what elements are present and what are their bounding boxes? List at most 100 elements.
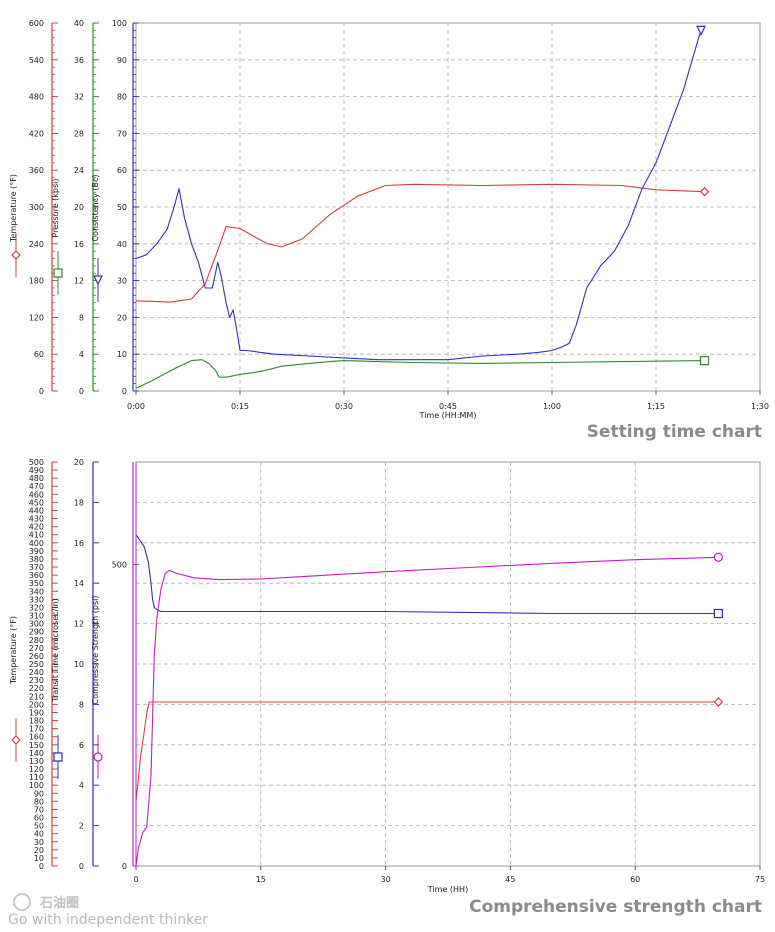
y-tick-label: 36 xyxy=(74,56,84,65)
x-tick-label: 30 xyxy=(381,875,391,884)
y-axis-pres: 0 4 8 12 16 20 24 28 32 36 40 Pressure (kpsi) xyxy=(51,19,99,396)
y-axis-title: Temperature (°F) xyxy=(9,174,18,243)
x-tick-label: 60 xyxy=(630,875,640,884)
y-tick-label: 40 xyxy=(34,830,44,839)
y-tick-label: 6 xyxy=(79,741,84,750)
y-tick-label: 80 xyxy=(34,797,44,806)
watermark-logo-icon xyxy=(13,893,31,911)
y-tick-label: 190 xyxy=(29,708,44,717)
series-line-cons xyxy=(135,30,702,361)
y-tick-label: 260 xyxy=(29,652,44,661)
y-tick-label: 4 xyxy=(79,350,84,359)
x-tick-label: 1:30 xyxy=(751,402,769,411)
y-tick-label: 0 xyxy=(39,862,44,871)
y-tick-label: 480 xyxy=(29,93,44,102)
y-tick-label: 180 xyxy=(29,277,44,286)
y-tick-label: 380 xyxy=(29,555,44,564)
y-tick-label: 0 xyxy=(79,387,84,396)
series-end-marker-temp xyxy=(699,186,710,197)
y-axis-temp: 0 60 120 180 240 300 360 420 480 540 600 Temperatur… xyxy=(9,19,58,396)
y-axis-title: Transit Time (microsec/in) xyxy=(51,598,60,702)
y-tick-label: 390 xyxy=(29,547,44,556)
y-axis-cons: 0 10 20 30 40 50 60 70 80 90 100 Consistency (Bc) xyxy=(91,19,139,396)
series-line-temp xyxy=(135,701,719,802)
y-tick-label: 110 xyxy=(29,773,44,782)
series-end-marker-cons xyxy=(696,25,707,36)
y-tick-label: 0 xyxy=(122,387,127,396)
y-axis-title: Temperature (°F) xyxy=(9,616,18,685)
x-tick-label: 15 xyxy=(256,875,266,884)
y-tick-label: 300 xyxy=(29,620,44,629)
y-tick-label: 18 xyxy=(74,498,84,507)
y-tick-label: 14 xyxy=(74,579,84,588)
y-tick-label: 50 xyxy=(34,822,44,831)
x-tick-label: 0 xyxy=(133,875,138,884)
y-tick-label: 350 xyxy=(29,579,44,588)
y-tick-label: 40 xyxy=(117,240,127,249)
x-tick-label: 75 xyxy=(755,875,765,884)
watermark-brand: 石油圈 xyxy=(39,895,79,911)
chart-1: 0:00 0:15 0:30 0:45 1:00 1:15 1:30 Time (HH:MM)… xyxy=(9,19,769,442)
y-tick-label: 150 xyxy=(29,741,44,750)
y-tick-label: 420 xyxy=(29,129,44,138)
series-end-marker-trans xyxy=(713,608,723,619)
y-axis-title: Consistency (Bc) xyxy=(91,174,100,241)
y-tick-label: 32 xyxy=(74,93,84,102)
y-axis-temp: 0102030405060708090100110120130140150160… xyxy=(9,458,58,871)
series-line-pres xyxy=(135,359,705,389)
y-tick-label: 70 xyxy=(117,129,127,138)
series-line-trans xyxy=(135,534,719,615)
legend-marker-square xyxy=(53,268,63,278)
y-tick-label: 440 xyxy=(29,506,44,515)
y-tick-label: 300 xyxy=(29,203,44,212)
y-tick-label: 460 xyxy=(29,490,44,499)
y-tick-label: 30 xyxy=(34,838,44,847)
y-tick-label: 10 xyxy=(74,660,84,669)
y-tick-label: 20 xyxy=(117,313,127,322)
y-tick-label: 70 xyxy=(34,805,44,814)
y-tick-label: 400 xyxy=(29,539,44,548)
y-tick-label: 220 xyxy=(29,684,44,693)
y-tick-label: 470 xyxy=(29,482,44,491)
y-tick-label: 540 xyxy=(29,56,44,65)
chart-caption: Comprehensive strength chart xyxy=(469,897,762,917)
legend-marker-diamond xyxy=(11,735,21,745)
y-tick-label: 100 xyxy=(29,781,44,790)
y-tick-label: 30 xyxy=(117,277,127,286)
y-tick-label: 500 xyxy=(29,458,44,467)
y-tick-label: 290 xyxy=(29,628,44,637)
x-tick-label: 1:15 xyxy=(647,402,665,411)
legend-marker-triangle-down xyxy=(93,275,103,286)
y-axis-comp: 0 500 Compressive Strength (psi) xyxy=(91,462,139,871)
y-tick-label: 230 xyxy=(29,676,44,685)
legend-marker-circle xyxy=(93,752,103,762)
y-tick-label: 80 xyxy=(117,93,127,102)
y-tick-label: 60 xyxy=(34,814,44,823)
legend-marker-square xyxy=(53,752,63,762)
series-line-temp xyxy=(135,183,705,303)
y-tick-label: 320 xyxy=(29,603,44,612)
y-tick-label: 430 xyxy=(29,515,44,524)
y-tick-label: 120 xyxy=(29,313,44,322)
y-tick-label: 28 xyxy=(74,129,84,138)
y-tick-label: 490 xyxy=(29,466,44,475)
y-tick-label: 0 xyxy=(79,862,84,871)
y-tick-label: 200 xyxy=(29,700,44,709)
y-tick-label: 50 xyxy=(117,203,127,212)
series-end-marker-pres xyxy=(699,356,710,366)
y-tick-label: 24 xyxy=(74,166,84,175)
x-tick-label: 0:45 xyxy=(439,402,457,411)
x-axis-label: Time (HH:MM) xyxy=(419,411,477,420)
y-tick-label: 12 xyxy=(74,620,84,629)
y-tick-label: 240 xyxy=(29,240,44,249)
y-tick-label: 410 xyxy=(29,531,44,540)
series-end-marker-comp xyxy=(713,552,724,562)
y-tick-label: 60 xyxy=(34,350,44,359)
y-tick-label: 480 xyxy=(29,474,44,483)
y-tick-label: 90 xyxy=(34,789,44,798)
y-axis-trans: 0 2 4 6 8 10 12 14 16 18 20 Transit Time (microsec/… xyxy=(51,458,99,871)
y-tick-label: 500 xyxy=(112,561,127,570)
